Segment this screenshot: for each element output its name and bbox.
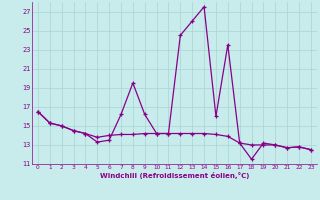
X-axis label: Windchill (Refroidissement éolien,°C): Windchill (Refroidissement éolien,°C) xyxy=(100,172,249,179)
